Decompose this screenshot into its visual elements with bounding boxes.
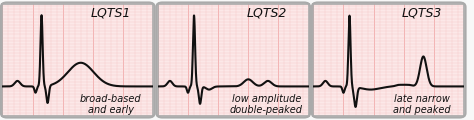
Text: LQTS2: LQTS2 (246, 7, 287, 20)
Text: low amplitude
double-peaked: low amplitude double-peaked (230, 94, 303, 115)
Text: broad-based
and early: broad-based and early (80, 94, 142, 115)
Text: late narrow
and peaked: late narrow and peaked (393, 94, 451, 115)
Text: LQTS3: LQTS3 (401, 7, 442, 20)
Text: LQTS1: LQTS1 (91, 7, 131, 20)
